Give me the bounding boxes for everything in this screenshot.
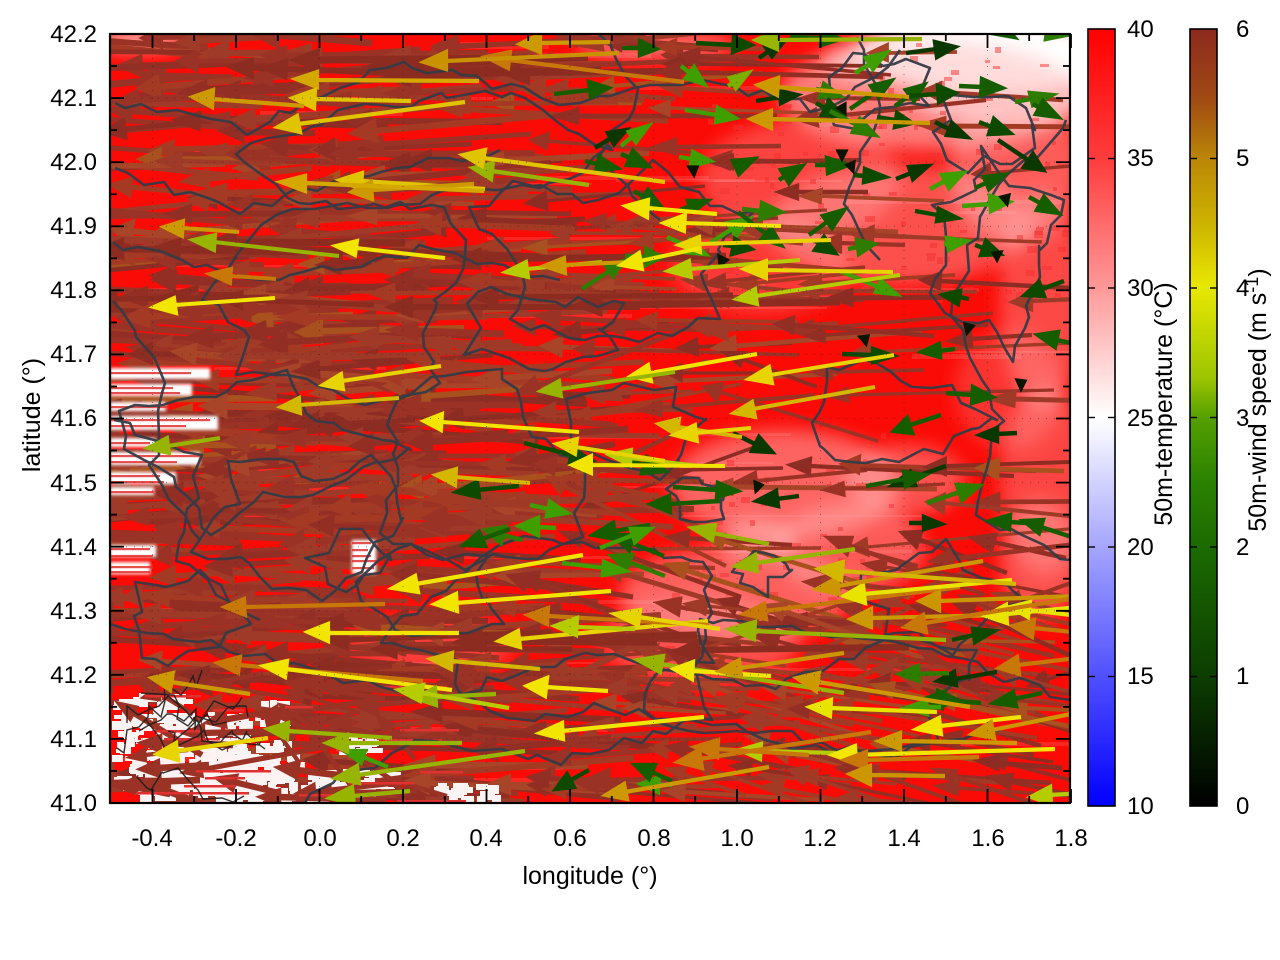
svg-text:0.0: 0.0 xyxy=(303,825,336,852)
svg-text:10: 10 xyxy=(1127,793,1154,820)
svg-text:15: 15 xyxy=(1127,663,1154,690)
svg-text:40: 40 xyxy=(1127,16,1154,43)
svg-text:1: 1 xyxy=(1236,663,1249,690)
svg-text:42.1: 42.1 xyxy=(50,85,97,112)
svg-text:1.8: 1.8 xyxy=(1054,825,1087,852)
svg-text:6: 6 xyxy=(1236,16,1249,43)
svg-text:3: 3 xyxy=(1236,405,1249,432)
svg-text:50m-wind speed (m s-1): 50m-wind speed (m s-1) xyxy=(1242,268,1272,531)
svg-text:5: 5 xyxy=(1236,145,1249,172)
svg-text:42.0: 42.0 xyxy=(50,149,97,176)
svg-text:1.4: 1.4 xyxy=(887,825,920,852)
svg-text:2: 2 xyxy=(1236,534,1249,561)
svg-text:41.8: 41.8 xyxy=(50,277,97,304)
svg-text:20: 20 xyxy=(1127,534,1154,561)
svg-text:41.1: 41.1 xyxy=(50,726,97,753)
svg-text:41.9: 41.9 xyxy=(50,213,97,240)
svg-text:4: 4 xyxy=(1236,275,1249,302)
svg-text:-0.4: -0.4 xyxy=(131,825,172,852)
svg-text:0: 0 xyxy=(1236,793,1249,820)
svg-text:longitude (°): longitude (°) xyxy=(522,862,657,890)
svg-text:25: 25 xyxy=(1127,405,1154,432)
svg-text:50m-temperature (°C): 50m-temperature (°C) xyxy=(1150,282,1178,525)
svg-text:41.5: 41.5 xyxy=(50,470,97,497)
svg-text:0.2: 0.2 xyxy=(386,825,419,852)
svg-text:1.6: 1.6 xyxy=(971,825,1004,852)
svg-text:1.2: 1.2 xyxy=(803,825,836,852)
svg-text:41.0: 41.0 xyxy=(50,790,97,817)
svg-text:0.4: 0.4 xyxy=(469,825,502,852)
svg-text:-0.2: -0.2 xyxy=(215,825,256,852)
svg-text:41.7: 41.7 xyxy=(50,341,97,368)
svg-text:41.4: 41.4 xyxy=(50,534,97,561)
svg-text:latitude (°): latitude (°) xyxy=(18,358,46,472)
svg-text:1.0: 1.0 xyxy=(720,825,753,852)
svg-text:41.2: 41.2 xyxy=(50,662,97,689)
svg-text:0.6: 0.6 xyxy=(553,825,586,852)
svg-text:35: 35 xyxy=(1127,145,1154,172)
svg-text:30: 30 xyxy=(1127,275,1154,302)
svg-text:41.6: 41.6 xyxy=(50,405,97,432)
svg-text:41.3: 41.3 xyxy=(50,598,97,625)
svg-text:42.2: 42.2 xyxy=(50,21,97,48)
svg-text:0.8: 0.8 xyxy=(637,825,670,852)
